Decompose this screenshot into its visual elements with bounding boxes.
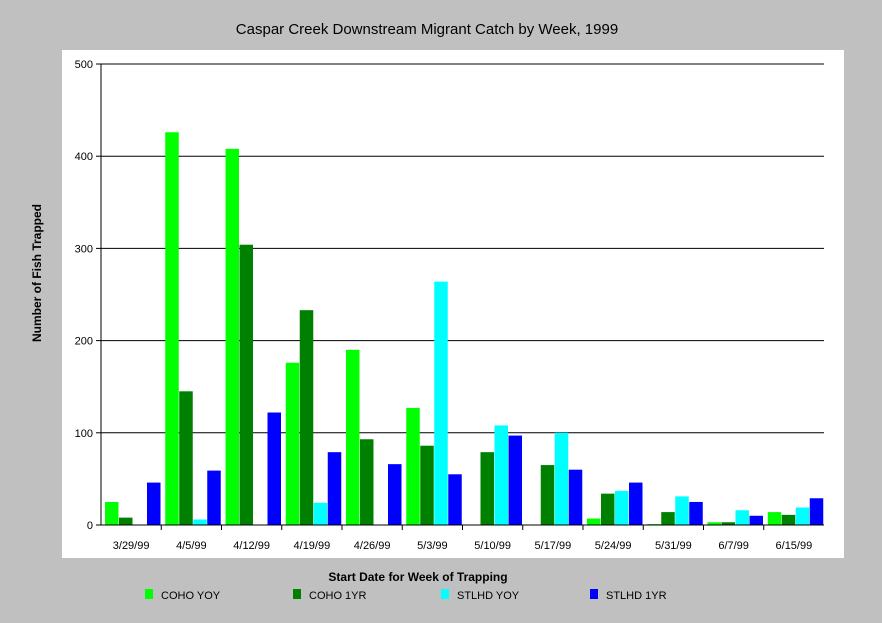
x-tick-label: 5/3/99 [417,540,448,552]
legend-item: STLHD 1YR [590,589,667,602]
y-tick-label: 100 [75,428,93,440]
bar-coho-1yr [119,517,133,525]
bar-coho-1yr [360,439,374,525]
bars [105,132,824,525]
bar-stlhd-1yr [207,470,221,525]
y-tick-label: 400 [75,151,93,163]
y-tick-label: 500 [75,59,93,71]
bar-stlhd-1yr [689,501,703,525]
legend-item: STLHD YOY [441,589,520,602]
bar-stlhd-yoy [615,490,629,525]
x-axis-label: Start Date for Week of Trapping [328,570,507,584]
bar-stlhd-yoy [434,281,448,525]
chart-title: Caspar Creek Downstream Migrant Catch by… [236,21,618,38]
legend-item: COHO 1YR [293,589,367,602]
x-tick-label: 6/7/99 [718,540,749,552]
bar-stlhd-1yr [448,474,462,525]
y-tick-label: 0 [87,520,93,532]
x-tick-label: 6/15/99 [776,540,813,552]
legend-item: COHO YOY [145,589,221,602]
legend-swatch [441,589,449,599]
bar-stlhd-1yr [147,482,161,525]
bar-stlhd-yoy [554,432,569,525]
bar-coho-1yr [420,445,434,525]
bar-stlhd-1yr [388,464,402,525]
bar-coho-yoy [165,132,179,525]
bar-stlhd-1yr [568,469,583,525]
legend-swatch [293,589,301,599]
bar-coho-1yr [721,522,735,525]
bar-coho-yoy [707,522,721,525]
legend-swatch [145,589,153,599]
legend: COHO YOY COHO 1YR STLHD YOY STLHD 1YR [145,589,667,602]
bar-stlhd-yoy [795,507,810,525]
x-tick-label: 5/24/99 [595,540,632,552]
bar-coho-1yr [540,465,555,525]
bar-coho-1yr [781,514,796,525]
x-tick-label: 5/17/99 [535,540,572,552]
bar-coho-yoy [105,501,119,525]
bar-coho-yoy [285,362,300,525]
legend-label: STLHD 1YR [606,590,667,602]
x-tick-label: 4/12/99 [233,540,270,552]
bar-coho-1yr [601,493,615,525]
gridlines [101,63,824,434]
x-tick-labels: 3/29/99 4/5/99 4/12/99 4/19/99 4/26/99 5/3/99… [113,540,812,552]
bar-stlhd-yoy [313,502,328,525]
bar-stlhd-yoy [193,519,207,525]
bar-coho-yoy [587,518,601,525]
bar-coho-yoy [767,512,782,525]
bar-stlhd-1yr [327,452,342,525]
bar-coho-1yr [661,512,675,525]
axes [96,63,824,530]
x-tick-label: 5/10/99 [474,540,511,552]
legend-label: COHO 1YR [309,590,367,602]
x-tick-label: 4/19/99 [294,540,331,552]
bar-coho-1yr [480,452,494,525]
bar-stlhd-1yr [508,435,522,525]
x-tick-label: 5/31/99 [655,540,692,552]
y-tick-label: 300 [75,243,93,255]
y-axis-label: Number of Fish Trapped [30,204,44,342]
legend-label: STLHD YOY [457,590,520,602]
y-tick-label: 200 [75,336,93,348]
bar-stlhd-1yr [749,515,763,525]
bar-stlhd-1yr [267,412,281,525]
bar-coho-yoy [406,407,420,525]
bar-stlhd-yoy [735,510,749,525]
bar-coho-yoy [346,349,360,525]
bar-stlhd-yoy [494,425,508,525]
bar-coho-1yr [179,391,193,525]
bar-coho-yoy [225,148,239,525]
x-tick-label: 4/5/99 [176,540,207,552]
bar-stlhd-yoy [675,496,689,525]
legend-swatch [590,589,598,599]
x-tick-label: 4/26/99 [354,540,391,552]
bar-stlhd-1yr [809,498,824,525]
x-tick-label: 3/29/99 [113,540,150,552]
bar-coho-1yr [299,310,314,525]
legend-label: COHO YOY [161,590,221,602]
y-tick-labels: 0 100 200 300 400 500 [75,59,93,532]
bar-stlhd-1yr [629,482,643,525]
bar-coho-1yr [239,244,253,525]
